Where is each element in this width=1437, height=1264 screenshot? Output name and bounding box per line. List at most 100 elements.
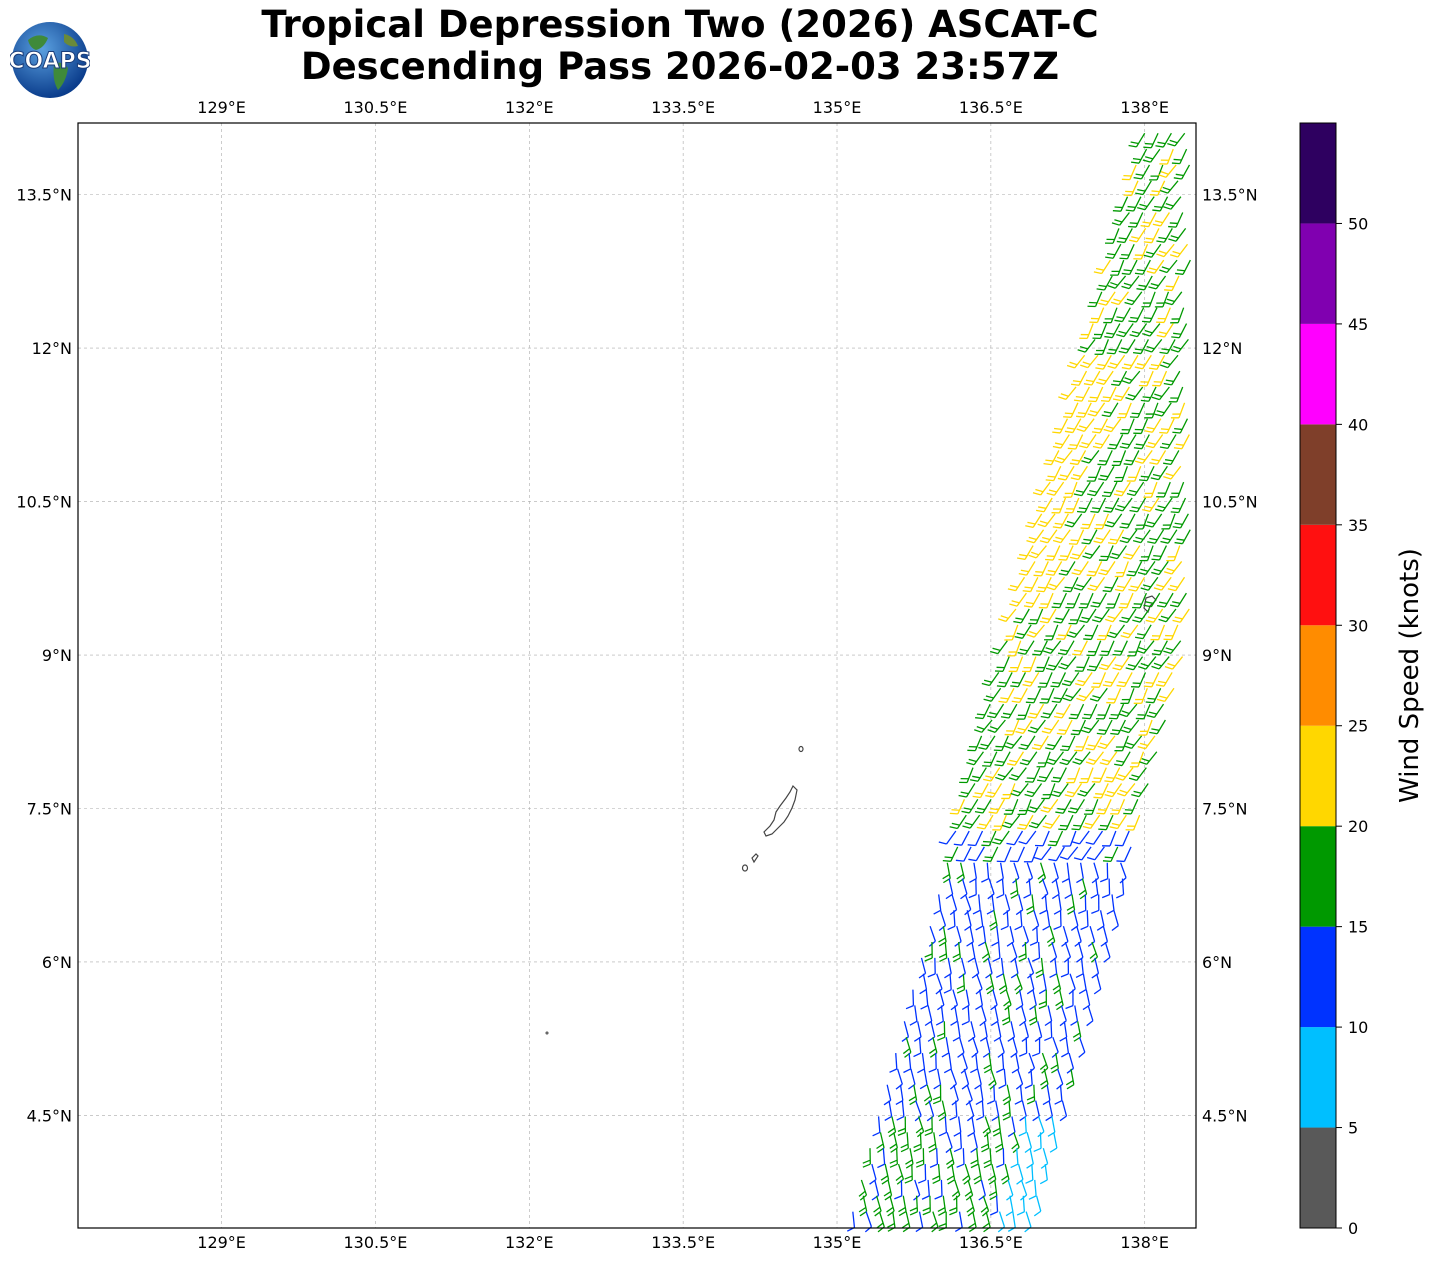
wind-barb [937, 989, 945, 1011]
wind-barb [1060, 735, 1076, 751]
colorbar-tick-label: 40 [1348, 415, 1368, 434]
wind-barb [980, 1195, 990, 1217]
wind-barb [1103, 418, 1122, 433]
wind-barb [1169, 481, 1185, 498]
wind-barb [930, 1211, 939, 1233]
wind-barb [1117, 402, 1132, 419]
wind-barb [1149, 164, 1164, 181]
wind-barbs [847, 132, 1191, 1233]
colorbar-label: Wind Speed (knots) [1395, 548, 1425, 803]
wind-barb [933, 894, 942, 915]
wind-barb [1080, 513, 1096, 530]
wind-barb [1168, 227, 1187, 242]
wind-barb [1093, 973, 1102, 995]
wind-barb [1087, 291, 1103, 308]
colorbar: 0 5 10 15 20 25 30 35 40 45 50 Wind Speed (knots) [1299, 122, 1425, 1238]
wind-barb [962, 1163, 971, 1185]
wind-barb [1114, 576, 1132, 592]
map-frame [77, 122, 1197, 1229]
wind-barb [895, 1163, 905, 1185]
wind-barb [956, 973, 966, 994]
wind-barb [1074, 925, 1082, 947]
wind-barb [1086, 656, 1104, 672]
wind-barb [1140, 212, 1157, 228]
wind-barb [1008, 656, 1024, 673]
wind-barb [1103, 307, 1118, 324]
wind-barb [1062, 576, 1079, 593]
wind-barb [1051, 862, 1059, 884]
wind-barb [994, 751, 1011, 767]
wind-barb [1013, 608, 1030, 624]
wind-barb [967, 830, 984, 847]
wind-barb [1048, 846, 1065, 862]
wind-barb [1027, 719, 1046, 734]
wind-barb [995, 767, 1014, 781]
wind-barb [1026, 529, 1045, 544]
wind-barb [1067, 434, 1084, 450]
wind-barb [1126, 561, 1143, 577]
wind-barb [1096, 910, 1105, 931]
wind-barb [978, 1179, 986, 1201]
colorbar-tick-label: 45 [1348, 315, 1368, 334]
wind-barb [1151, 656, 1170, 670]
lon-tick-label-bottom: 130.5°E [343, 1233, 407, 1252]
wind-barb [1111, 370, 1128, 386]
wind-barb [1025, 513, 1043, 529]
wind-barb [968, 846, 985, 862]
colorbar-bin [1300, 926, 1336, 1028]
wind-barb [1017, 814, 1034, 830]
wind-barb [1052, 513, 1069, 529]
wind-barb [1076, 497, 1093, 513]
wind-barb [1074, 735, 1089, 752]
lat-tick-label-left: 6°N [42, 953, 72, 972]
wind-barb [1004, 624, 1019, 641]
wind-barb [1136, 640, 1155, 654]
wind-barb [1035, 656, 1050, 673]
wind-barb [941, 1037, 950, 1058]
wind-barb [949, 1068, 957, 1090]
wind-barb [1096, 275, 1113, 291]
lon-tick-label-top: 138°E [1120, 98, 1169, 117]
wind-barb [1171, 148, 1188, 165]
wind-barb [1097, 735, 1116, 750]
wind-barb [1118, 703, 1138, 718]
wind-barb [1156, 687, 1175, 703]
wind-barb [1018, 941, 1027, 962]
wind-barb [1101, 481, 1118, 498]
wind-barb [989, 1195, 999, 1216]
wind-barb [902, 1036, 912, 1058]
wind-barb [1112, 386, 1130, 402]
wind-barb [1019, 751, 1038, 766]
wind-barb [1033, 1132, 1042, 1153]
wind-barb [1091, 894, 1100, 914]
wind-barb [1144, 338, 1163, 353]
wind-barb [974, 719, 993, 733]
wind-barb [1082, 703, 1098, 720]
wind-barb [994, 656, 1010, 672]
wind-barb [1070, 1005, 1079, 1026]
wind-barb [1092, 323, 1108, 340]
wind-barb [1061, 672, 1080, 687]
wind-barb [1017, 640, 1035, 655]
wind-barb [991, 926, 1000, 947]
wind-barb [950, 989, 959, 1011]
wind-barb [1000, 703, 1018, 719]
wind-barb [1024, 1211, 1032, 1233]
wind-barb [895, 1084, 904, 1106]
wind-barb [1054, 1084, 1063, 1105]
wind-barb [1065, 1068, 1075, 1090]
wind-barb [975, 973, 983, 995]
wind-barb [1086, 640, 1102, 657]
wind-barb [1115, 767, 1134, 781]
gridlines [78, 123, 1196, 1228]
wind-barb [1064, 418, 1082, 434]
wind-barb [946, 1148, 955, 1169]
wind-barb [1054, 450, 1073, 464]
wind-barb [1148, 354, 1166, 370]
wind-barb [1086, 1005, 1094, 1027]
wind-barb [1081, 529, 1098, 545]
wind-barb [1137, 196, 1155, 211]
wind-barb [1034, 1021, 1043, 1042]
wind-barb [1037, 862, 1047, 884]
wind-barb [876, 1211, 885, 1233]
